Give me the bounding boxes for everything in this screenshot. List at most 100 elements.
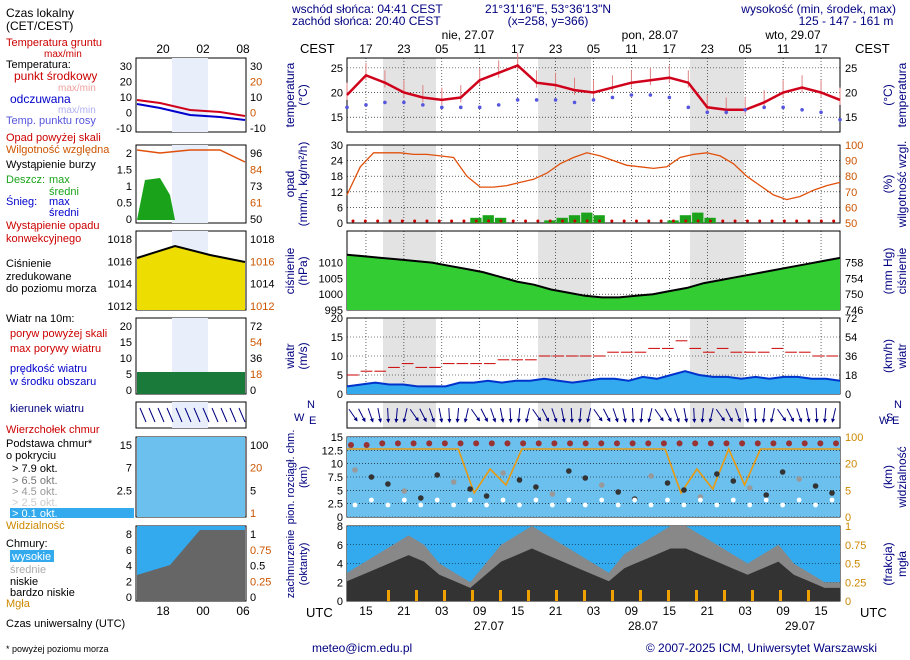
wind-arrow [715, 408, 725, 422]
lg-temperature: Temperatura: [6, 59, 71, 71]
tick-label-left: 15 [331, 332, 343, 344]
tick-label-left: 15 [331, 112, 343, 124]
tick-label-right: 20 [845, 459, 857, 471]
legend-wind-arrow [148, 407, 156, 423]
night-band [690, 145, 744, 223]
lg-gust-above: poryw powyżej skali [10, 328, 107, 340]
precip-occ-dot [376, 219, 380, 223]
cloud-top-dot [582, 440, 589, 447]
dewpoint-dot [440, 105, 444, 110]
hour-label-bottom: 15 [359, 604, 373, 618]
wind-arrow [639, 407, 644, 423]
wind-arrow [683, 408, 689, 423]
cloud-base-dot-light [401, 497, 407, 503]
cloud-top-dot [660, 440, 667, 447]
precip-occ-dot [684, 219, 688, 223]
cloud-base-dot [500, 470, 506, 476]
day-bottom-2: 28.07 [628, 619, 658, 633]
hour-label-top: 17 [359, 42, 373, 56]
lg-rain-mid: średni [49, 186, 79, 198]
top-hour-ticks: 17 23 05 11 17 23 05 11 17 23 05 11 17 [359, 42, 828, 56]
legend-hour-top: 02 [196, 42, 210, 56]
cloud-base-dot [450, 479, 457, 485]
precip-occ-dot [782, 219, 786, 223]
lg-dewpoint: Temp. punktu rosy [6, 115, 96, 127]
tick-label-left: 6 [337, 202, 343, 214]
wind-arrow-head [516, 418, 521, 423]
precip-occ-dot [462, 219, 466, 223]
precip-occ-dot [363, 219, 367, 223]
dewpoint-dot [553, 98, 558, 102]
wind-arrow [394, 407, 399, 423]
tick-label-right: 25 [845, 63, 857, 75]
precip-occ-dot [758, 219, 762, 223]
left-title: Czas lokalny [6, 6, 74, 20]
wind-arrow [377, 408, 382, 423]
wind-arrow [532, 408, 542, 422]
lg-fog: Mgła [6, 598, 31, 610]
legend-wind-arrow [229, 407, 237, 423]
cloud-base-dot [368, 474, 375, 480]
cloud-top-dot [676, 440, 683, 447]
cloud-base-dot [417, 495, 424, 501]
rain-bar [593, 215, 605, 223]
lg-precip-above: Opad powyżej skali [6, 132, 101, 144]
precip-occ-dot [561, 219, 565, 223]
precip-occ-dot [425, 219, 429, 223]
legend-tick-left: 20 [120, 321, 132, 333]
wind-arrow-head [598, 417, 603, 422]
cloud-base-dot-light [796, 497, 802, 503]
lg-ground2: max/min [44, 49, 82, 60]
wind-arrow-head [606, 417, 611, 423]
wind-arrow [541, 408, 550, 423]
cloud-base-dot [779, 469, 786, 475]
wind-arrow-head [822, 418, 827, 423]
legend-tick-right: 18 [250, 369, 262, 381]
wind-arrow [525, 408, 530, 423]
hour-label-bottom: 15 [814, 604, 828, 618]
wind-arrow [786, 408, 794, 423]
fog-bar [639, 590, 642, 601]
dewpoint-dot [572, 100, 577, 105]
legend-wind-arrow [193, 407, 201, 423]
pres-axis-unit-r: (mm Hg) [881, 248, 895, 295]
wind-arrow-head [769, 418, 774, 423]
legend-tick-left: 2 [126, 148, 132, 160]
rain-bar [692, 212, 704, 223]
cloud-top-dot [598, 440, 605, 447]
altitude-values: 125 - 147 - 161 m [799, 14, 894, 28]
tick-label-left: 10 [331, 351, 343, 363]
tick-label-left: 12 [331, 187, 343, 199]
lg-snow: Śnieg: [6, 195, 37, 208]
lg-okt-65: > 6.5 okt. [12, 475, 58, 487]
dewpoint-dot [819, 110, 823, 115]
legend-tick-left: 1.5 [117, 165, 132, 177]
lg-maxmin2: max/min [58, 105, 96, 116]
lg-wind-avg: prędkość wiatru [10, 363, 87, 375]
legend-tick-left: 30 [120, 61, 132, 73]
lg-wind-dir: kierunek wiatru [10, 403, 84, 415]
precip-occ-dot [634, 219, 638, 223]
legend-tick-right: 1012 [250, 301, 274, 313]
legend-tick-right: 0 [250, 385, 256, 397]
hour-label-top: 05 [587, 42, 601, 56]
cloud-base-dot [730, 478, 737, 484]
fog-bar [695, 590, 698, 601]
wind-arrow [419, 408, 427, 423]
wind-axis-unit: (m/s) [296, 342, 310, 369]
tick-label-left: 12.5 [322, 445, 343, 457]
tick-label-left: 5 [337, 485, 343, 497]
legend-tick-right: 0.75 [250, 545, 271, 557]
wind-arrow [508, 407, 513, 423]
precip-occ-dot [585, 219, 589, 223]
fog-bar [415, 590, 418, 601]
legend-tick-left: 0 [126, 592, 132, 604]
compass-e-left: E [309, 415, 316, 427]
footer-email[interactable]: meteo@icm.edu.pl [312, 641, 412, 655]
legend-wind-arrow [238, 407, 246, 423]
vis-axis-unit: (km) [881, 465, 895, 489]
fog-bar [611, 590, 614, 601]
legend-tick-right: 0 [250, 592, 256, 604]
precip-occ-dot [598, 219, 601, 223]
tick-label-left: 15 [331, 432, 343, 444]
